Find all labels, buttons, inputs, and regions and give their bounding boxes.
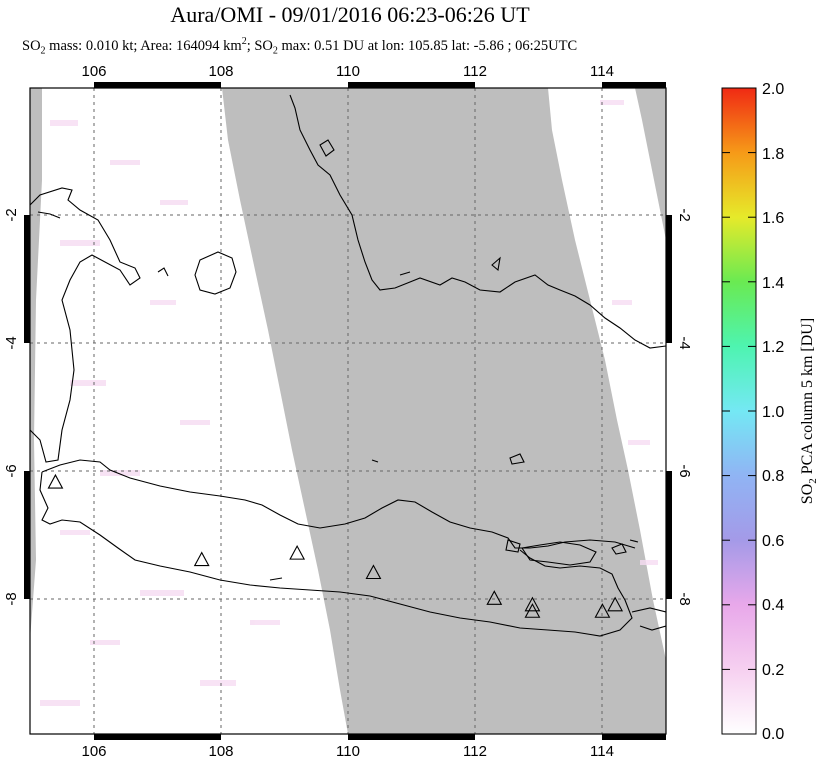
volcano-6-icon xyxy=(524,596,541,612)
volcano-7-icon xyxy=(524,603,541,618)
volcano-5-icon xyxy=(486,590,503,605)
lat-label-right-8: -8 xyxy=(676,592,693,605)
colorbar-tick-labels: 0.0 0.2 0.4 0.6 0.8 1.0 1.2 1.4 1.6 1.8 … xyxy=(762,81,784,743)
lon-label-bottom-112: 112 xyxy=(463,743,487,759)
gridlines xyxy=(30,88,666,734)
lon-label-top-114: 114 xyxy=(590,63,614,80)
cb-label-0-0: 0.0 xyxy=(762,726,784,743)
lon-labels-bottom: 106 108 110 112 114 xyxy=(81,743,613,759)
cb-label-so: SO xyxy=(799,484,816,504)
frame-border-bars xyxy=(24,82,672,740)
volcano-2-icon xyxy=(193,551,210,567)
volcano-markers xyxy=(47,473,624,618)
lon-label-top-106: 106 xyxy=(81,63,106,80)
volcano-8-icon xyxy=(594,603,611,618)
lon-label-bottom-108: 108 xyxy=(208,743,233,759)
lat-label-right-6: -6 xyxy=(676,464,693,477)
no-data-right-edge xyxy=(635,88,666,240)
lon-label-top-110: 110 xyxy=(336,63,360,80)
colorbar-axis-label: SO2 PCA column 5 km [DU] xyxy=(799,318,819,504)
cb-label-0-6: 0.6 xyxy=(762,533,784,550)
page-title: Aura/OMI - 09/01/2016 06:23-06:26 UT xyxy=(170,2,530,27)
cb-label-2-0: 2.0 xyxy=(762,81,784,98)
lat-label-left-8: -8 xyxy=(3,592,20,605)
cb-label-1-6: 1.6 xyxy=(762,210,784,227)
volcano-1-icon xyxy=(47,473,64,489)
lon-label-top-108: 108 xyxy=(208,63,233,80)
colorbar-ticks xyxy=(722,87,756,735)
km-superscript: 2 xyxy=(241,36,247,47)
lat-label-right-4: -4 xyxy=(676,336,693,349)
lon-label-bottom-106: 106 xyxy=(81,743,106,759)
subtitle: SO2 mass: 0.010 kt; Area: 164094 km2; SO… xyxy=(22,36,577,57)
max-text: max: 0.51 DU at lon: 105.85 lat: -5.86 ;… xyxy=(277,37,578,54)
so2-subscript-2: 2 xyxy=(272,45,278,57)
lat-labels-left: -2 -4 -6 -8 xyxy=(3,208,20,605)
lon-label-bottom-110: 110 xyxy=(336,743,360,759)
so2-speckles xyxy=(40,100,658,706)
so2-label-1: SO xyxy=(22,37,41,54)
cb-label-1-2: 1.2 xyxy=(762,339,784,356)
no-data-left-edge xyxy=(30,88,42,640)
lat-label-left-2: -2 xyxy=(3,208,20,221)
cb-label-0-8: 0.8 xyxy=(762,468,784,485)
lat-label-left-6: -6 xyxy=(3,464,20,477)
cb-label-1-4: 1.4 xyxy=(762,275,784,292)
volcano-9-icon xyxy=(607,596,624,612)
lon-label-top-112: 112 xyxy=(463,63,487,80)
cb-label-rest: PCA column 5 km [DU] xyxy=(799,318,816,478)
lat-labels-right: -2 -4 -6 -8 xyxy=(676,208,693,605)
cb-label-sub: 2 xyxy=(807,478,819,484)
volcano-4-icon xyxy=(365,564,382,580)
lon-labels-top: 106 108 110 112 114 xyxy=(81,63,613,80)
volcano-3-icon xyxy=(289,544,306,560)
coastlines xyxy=(30,94,666,637)
lat-label-left-4: -4 xyxy=(3,336,20,349)
no-data-swath xyxy=(222,88,666,734)
cb-label-0-4: 0.4 xyxy=(762,597,784,614)
cb-label-0-2: 0.2 xyxy=(762,662,784,679)
so2-subscript-1: 2 xyxy=(40,45,46,57)
lon-label-bottom-114: 114 xyxy=(590,743,614,759)
mass-area-text: mass: 0.010 kt; Area: 164094 km xyxy=(45,37,242,54)
so2-label-2: ; SO xyxy=(246,37,273,54)
cb-label-1-8: 1.8 xyxy=(762,146,784,163)
cb-label-1-0: 1.0 xyxy=(762,404,784,421)
lat-label-right-2: -2 xyxy=(676,208,693,221)
